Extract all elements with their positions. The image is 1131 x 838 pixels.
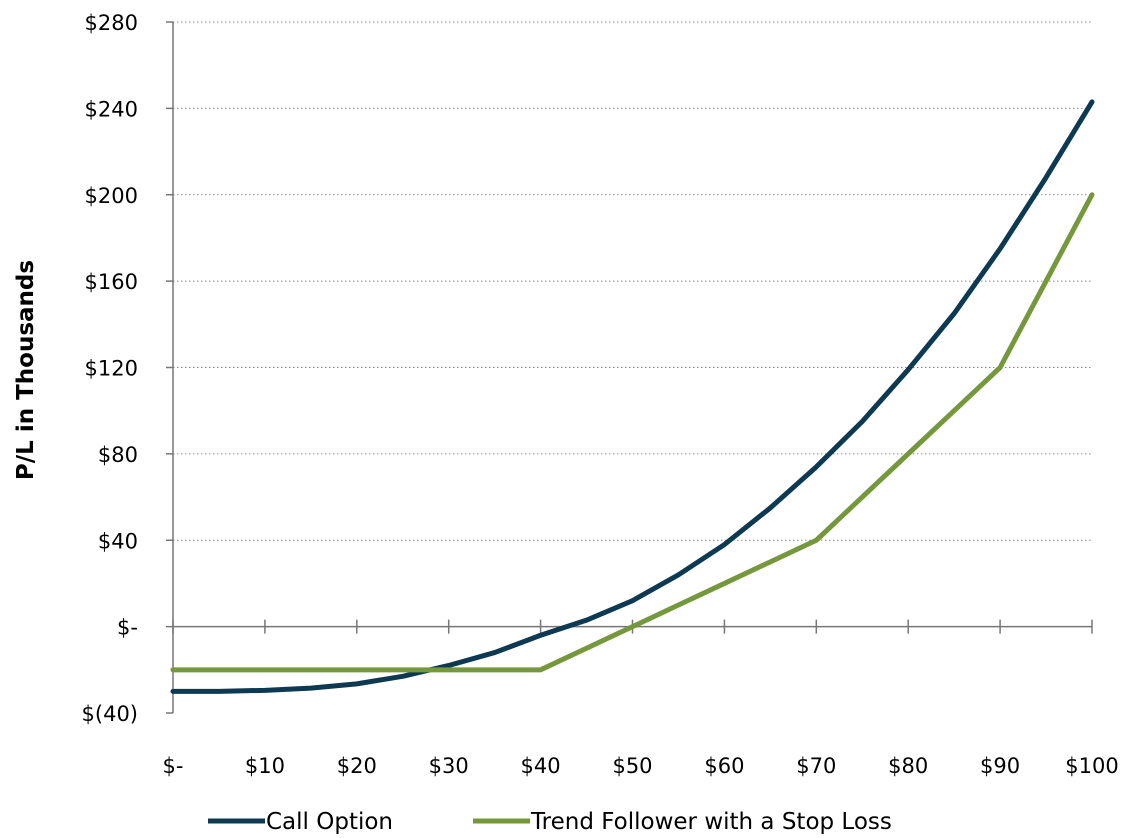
legend: Call Option Trend Follower with a Stop L… (208, 809, 892, 835)
y-tick-label: $(40) (82, 702, 138, 726)
series-line-trend-follower-with-a-stop-loss (170, 192, 1095, 673)
x-tick-label: $30 (429, 754, 469, 778)
y-axis-ticks: $(40) $- $40 $80 $120 $160 $200 $240 $280 (82, 11, 173, 726)
y-tick-label: $80 (98, 443, 138, 467)
y-tick-label: $240 (85, 97, 138, 121)
x-tick-label: $40 (521, 754, 561, 778)
legend-item-call-option: Call Option (208, 809, 393, 835)
x-tick-label: $50 (612, 754, 652, 778)
y-tick-label: $280 (85, 11, 138, 35)
y-tick-label: $120 (85, 357, 138, 381)
x-tick-label: $10 (245, 754, 285, 778)
y-axis-title: P/L in Thousands (13, 260, 39, 480)
x-axis-ticks: $- $10 $20 $30 $40 $50 $60 $70 $80 $90 $100 (163, 619, 1119, 778)
series-line-call-option (170, 99, 1095, 694)
legend-label-trend-follower: Trend Follower with a Stop Loss (530, 809, 892, 835)
legend-item-trend-follower: Trend Follower with a Stop Loss (473, 809, 892, 835)
y-tick-label: $40 (98, 529, 138, 553)
y-tick-label: $200 (85, 184, 138, 208)
x-tick-label: $20 (337, 754, 377, 778)
x-tick-label: $- (163, 754, 184, 778)
y-tick-label: $- (117, 616, 138, 640)
x-tick-label: $80 (888, 754, 928, 778)
y-tick-label: $160 (85, 270, 138, 294)
x-tick-label: $100 (1065, 754, 1118, 778)
gridlines (173, 21, 1092, 628)
series-lines (170, 99, 1095, 694)
x-tick-label: $70 (796, 754, 836, 778)
legend-label-call-option: Call Option (266, 809, 393, 835)
x-tick-label: $90 (980, 754, 1020, 778)
x-tick-label: $60 (704, 754, 744, 778)
